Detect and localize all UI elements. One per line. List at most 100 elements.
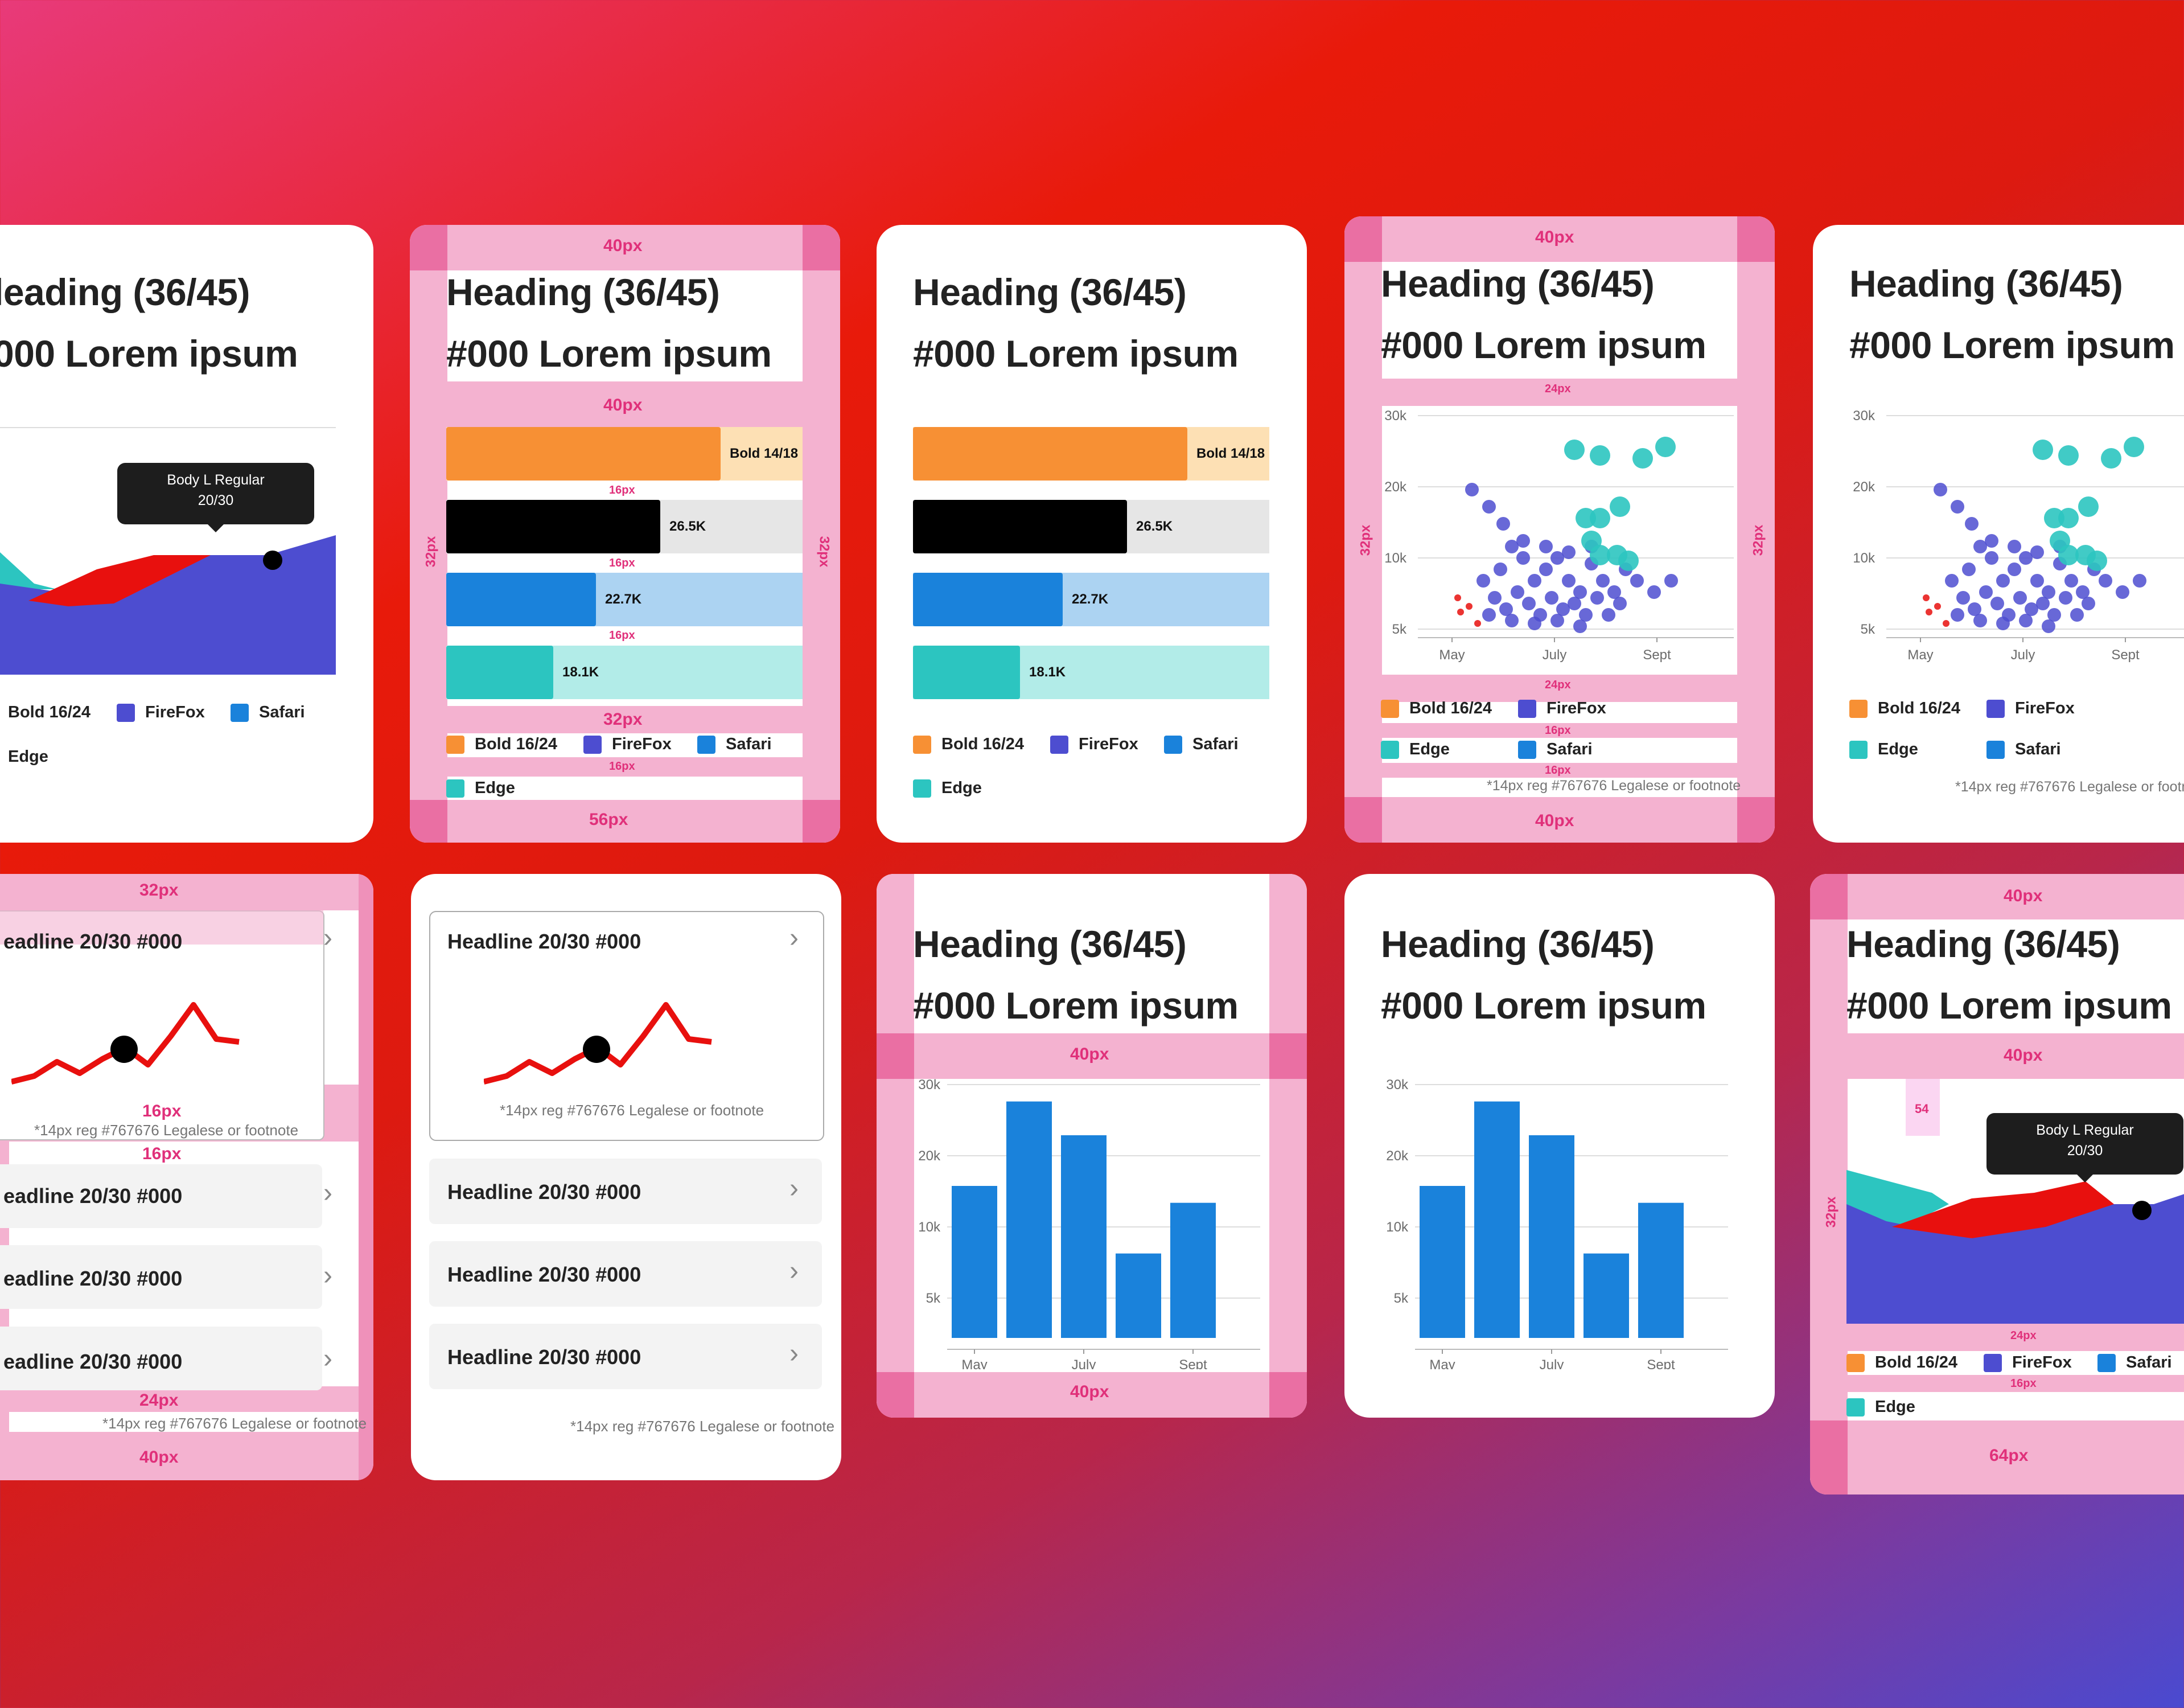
legend-bold: Bold 16/24 <box>1381 699 1492 718</box>
bar <box>1006 1101 1052 1338</box>
list-item-label: Headline 20/30 #000 <box>447 1180 641 1204</box>
bar-label: 22.7K <box>605 592 642 607</box>
area-chart <box>0 535 336 675</box>
scatter-point <box>1516 534 1530 548</box>
red-area <box>1892 1181 2114 1238</box>
list-item-label: Headline 20/30 #000 <box>447 1345 641 1369</box>
bar <box>952 1186 997 1338</box>
scatter-point <box>1454 594 1461 601</box>
legend-swatch <box>583 735 602 754</box>
legend-safari-label: Safari <box>1192 735 1239 753</box>
scatter-point <box>1934 603 1941 610</box>
card-area-spec: 40px Heading (36/45) #000 Lorem ipsum 40… <box>1810 874 2184 1494</box>
scatter-point <box>2058 508 2079 528</box>
legend-edge: Edge <box>1849 740 1918 759</box>
card-bar-spec: 40px Heading (36/45) #000 Lorem ipsum 40… <box>410 225 840 843</box>
scatter-point <box>1505 540 1519 553</box>
bar <box>446 646 553 699</box>
scatter-point <box>1528 617 1541 630</box>
chevron-right-icon[interactable]: › <box>323 1178 332 1208</box>
legend-edge: Edge <box>446 779 515 798</box>
list-item[interactable] <box>429 1324 822 1389</box>
scatter-point <box>2042 585 2055 599</box>
list-item[interactable] <box>0 1245 322 1309</box>
y-tick-label: 20k <box>1386 1148 1409 1164</box>
x-tick-label: July <box>1540 1357 1564 1369</box>
spec-24: 24px <box>1545 383 1571 395</box>
bar <box>1061 1135 1107 1338</box>
footnote: *14px reg #767676 Legalese or footnote <box>570 1418 835 1435</box>
scatter-point <box>1482 608 1496 622</box>
list-item[interactable] <box>0 1164 322 1228</box>
scatter-point <box>1985 551 1998 565</box>
scatter-point <box>2058 445 2079 466</box>
chevron-right-icon[interactable]: › <box>323 1261 332 1291</box>
spec-24-b: 24px <box>1545 679 1571 691</box>
list-headline: Headline 20/30 #000 <box>447 930 641 953</box>
scatter-point <box>1590 545 1610 565</box>
legend-edge: Edge <box>1381 740 1450 759</box>
scatter-point <box>2116 585 2129 599</box>
y-tick-label: 20k <box>918 1148 941 1164</box>
teal-area <box>1846 1170 1949 1227</box>
bar-label: Bold 14/18 <box>1196 446 1265 461</box>
spec-16-b: 16px <box>142 1144 182 1163</box>
legend-swatch <box>1986 699 2005 718</box>
navy-area <box>1846 1194 2184 1324</box>
chevron-right-icon[interactable]: › <box>789 923 799 953</box>
bar-label: 26.5K <box>669 519 706 534</box>
legend-firefox-label: FireFox <box>2012 1353 2072 1372</box>
chevron-right-icon[interactable]: › <box>323 1344 332 1374</box>
x-tick-label: May <box>961 1357 987 1369</box>
legend-swatch <box>446 779 464 798</box>
y-tick-label: 10k <box>1853 551 1875 566</box>
legend-swatch <box>913 735 931 754</box>
scatter-point <box>1979 585 1993 599</box>
list-item[interactable] <box>429 1241 822 1307</box>
chevron-right-icon[interactable]: › <box>789 1173 799 1204</box>
legend-firefox-label: FireFox <box>1547 699 1606 717</box>
scatter-point <box>1951 608 1964 622</box>
scatter-point <box>1590 591 1604 605</box>
chevron-right-icon[interactable]: › <box>323 923 332 953</box>
x-tick-label: Sept <box>1643 647 1671 663</box>
scatter-point <box>2070 608 2084 622</box>
spec-40-top: 40px <box>1535 228 1574 247</box>
scatter-point <box>1965 517 1979 531</box>
heading-line2: #000 Lorem ipsum <box>913 984 1239 1027</box>
list-item-label: Headline 20/30 #000 <box>447 1263 641 1286</box>
scatter-point <box>1596 574 1610 588</box>
scatter-point <box>1516 551 1530 565</box>
teal-area <box>0 552 57 589</box>
legend-bold: Bold 16/24 <box>446 735 557 754</box>
legend-firefox-label: FireFox <box>1079 735 1138 753</box>
list-item[interactable] <box>429 1159 822 1224</box>
spec-54: 54 <box>1915 1102 1929 1116</box>
y-tick-label: 20k <box>1384 479 1407 495</box>
heading-line1: leading (36/45) <box>0 271 250 313</box>
legend-swatch <box>1518 740 1536 759</box>
scatter-point <box>1951 500 1964 514</box>
legend-swatch <box>2097 1353 2116 1372</box>
legend-bold: Bold 16/24 <box>1846 1353 1957 1372</box>
legend-bold: Bold 16/24 <box>8 703 91 722</box>
scatter-point <box>1511 585 1524 599</box>
legend-edge: Edge <box>1846 1398 1915 1417</box>
y-tick-label: 20k <box>1853 479 1875 495</box>
tooltip: Body L Regular 20/30 <box>1986 1113 2183 1183</box>
spec-40: 40px <box>139 1448 179 1467</box>
legend-swatch <box>697 735 715 754</box>
tooltip-dot <box>263 551 282 570</box>
list-item[interactable] <box>0 1327 322 1390</box>
legend-firefox: FireFox <box>1986 699 2075 718</box>
chevron-right-icon[interactable]: › <box>789 1256 799 1286</box>
spec-32: 32px <box>139 881 179 900</box>
spec-32-left: 32px <box>1823 1196 1839 1228</box>
scatter-point <box>1573 585 1587 599</box>
legend-firefox: FireFox <box>1984 1353 2072 1372</box>
card-list-spec: 32px eadline 20/30 #000 › 16px *14px reg… <box>0 874 373 1480</box>
chevron-right-icon[interactable]: › <box>789 1339 799 1369</box>
x-tick-label: May <box>1439 647 1465 663</box>
spec-40-bottom: 40px <box>1070 1382 1109 1401</box>
tooltip-line1: Body L Regular <box>167 472 265 488</box>
